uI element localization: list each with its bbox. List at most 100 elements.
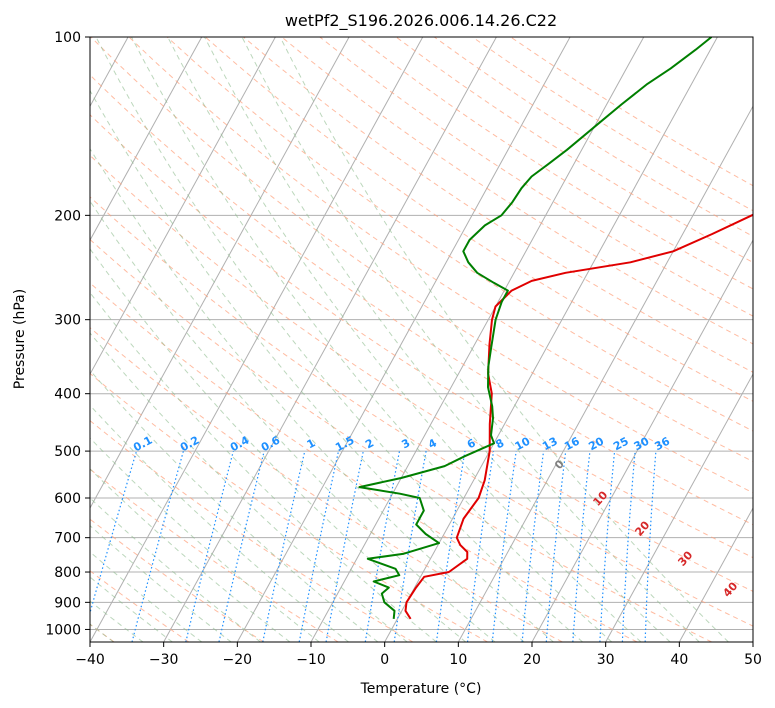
mixing-ratio-line xyxy=(393,450,427,642)
moist-adiabat-line xyxy=(90,468,291,642)
isotherm-line xyxy=(531,239,753,642)
dry-adiabat-line xyxy=(319,37,753,317)
x-tick-label: 20 xyxy=(523,652,541,668)
isotherm-line xyxy=(90,37,276,376)
mixing-ratio-line xyxy=(572,451,591,642)
isotherm-line xyxy=(384,37,718,642)
mixing-ratio-line xyxy=(218,450,265,642)
mixing-ratio-line xyxy=(621,451,636,642)
mixing-ratio-line xyxy=(435,450,466,642)
dry-adiabat-line xyxy=(90,570,190,642)
mixing-ratio-label: 30 xyxy=(632,434,652,453)
y-tick-label: 800 xyxy=(54,565,81,581)
mixing-ratio-label: 36 xyxy=(652,434,672,453)
y-tick-label: 600 xyxy=(54,491,81,507)
x-tick-label: 30 xyxy=(597,652,615,668)
moist-adiabat-lines xyxy=(90,37,729,642)
y-tick-label: 200 xyxy=(54,208,81,224)
temperature-line xyxy=(404,213,753,620)
isotherm-line xyxy=(457,105,753,642)
x-tick-label: 10 xyxy=(449,652,467,668)
moist-adiabat-label: 30 xyxy=(675,548,695,568)
x-axis-ticks: −40 −30 −20 −10 0 10 20 30 40 50 xyxy=(75,642,762,668)
moist-adiabat-line xyxy=(131,37,613,642)
dry-adiabat-line xyxy=(90,238,712,642)
moist-adiabat-label: 40 xyxy=(720,579,740,599)
dry-adiabat-line xyxy=(243,37,753,373)
dry-adiabat-line xyxy=(281,37,753,345)
mixing-ratio-lines xyxy=(90,450,657,642)
y-tick-label: 300 xyxy=(54,313,81,329)
mixing-ratio-line xyxy=(491,451,517,642)
moist-adiabat-line xyxy=(167,37,642,642)
pressure-gridlines xyxy=(90,37,753,630)
dry-adiabat-line xyxy=(90,196,753,627)
moist-adiabat-line xyxy=(90,497,261,642)
mixing-ratio-line xyxy=(262,450,306,642)
profile-series xyxy=(358,37,753,620)
y-tick-label: 500 xyxy=(54,444,81,460)
x-tick-label: 0 xyxy=(380,652,389,668)
mixing-ratio-line xyxy=(90,450,138,615)
dry-adiabat-line xyxy=(434,37,753,237)
moist-adiabat-line xyxy=(90,369,379,642)
moist-adiabat-line xyxy=(90,248,467,642)
mixing-ratio-label: 8 xyxy=(493,436,506,451)
mixing-ratio-line xyxy=(521,451,545,642)
moist-adiabat-label: 20 xyxy=(632,518,652,538)
mixing-ratio-line xyxy=(131,450,184,642)
y-axis-ticks: 100 200 300 400 500 600 700 800 900 1000 xyxy=(45,30,90,638)
isotherm-line xyxy=(163,37,497,642)
y-axis-label: Pressure (hPa) xyxy=(12,289,28,389)
isotherm-line xyxy=(90,37,350,510)
dry-adiabat-line xyxy=(90,468,339,642)
isotherm-lines xyxy=(90,37,753,642)
x-axis-label: Temperature (°C) xyxy=(360,681,482,697)
moist-adiabat-line xyxy=(90,524,232,642)
dry-adiabat-line xyxy=(90,372,488,642)
isotherm-line xyxy=(90,37,424,642)
moist-adiabat-line xyxy=(90,551,203,642)
isotherm-line xyxy=(678,507,753,642)
x-tick-label: −10 xyxy=(296,652,326,668)
y-tick-label: 700 xyxy=(54,531,81,547)
plot-frame xyxy=(89,36,754,643)
moist-adiabat-line xyxy=(204,37,671,642)
moist-adiabat-line xyxy=(90,332,408,642)
y-tick-label: 1000 xyxy=(45,622,81,638)
moist-adiabat-line xyxy=(90,147,525,642)
mixing-ratio-label: 20 xyxy=(586,434,606,453)
dry-adiabat-line xyxy=(166,37,753,432)
moist-adiabat-line xyxy=(90,437,320,642)
moist-adiabat-line xyxy=(90,89,554,642)
moist-adiabat-line xyxy=(90,404,349,642)
y-tick-label: 400 xyxy=(54,387,81,403)
dewpoint-line xyxy=(358,37,713,619)
moist-adiabat-line xyxy=(241,37,700,642)
moist-adiabat-line xyxy=(90,291,437,642)
moist-adiabat-line xyxy=(279,37,729,642)
dry-adiabat-line xyxy=(510,37,753,187)
isotherm-line xyxy=(605,373,753,642)
chart-title: wetPf2_S196.2026.006.14.26.C22 xyxy=(285,11,557,31)
mixing-ratio-line xyxy=(298,450,340,642)
dry-adiabat-line xyxy=(90,420,414,642)
y-tick-label: 100 xyxy=(54,30,81,46)
mixing-ratio-line xyxy=(466,451,495,642)
y-tick-label: 900 xyxy=(54,595,81,611)
dry-adiabat-line xyxy=(90,282,638,642)
dry-adiabat-line xyxy=(90,114,753,559)
dry-adiabat-line xyxy=(357,37,753,290)
mixing-ratio-label: 16 xyxy=(562,434,582,453)
dry-adiabat-line xyxy=(90,154,753,592)
dry-adiabat-lines xyxy=(90,37,753,642)
mixing-ratio-line xyxy=(185,450,234,642)
x-tick-label: −20 xyxy=(223,652,253,668)
isotherm-line xyxy=(236,37,571,642)
mixing-ratio-line xyxy=(325,450,364,642)
isotherm-line xyxy=(90,37,203,242)
x-tick-label: 50 xyxy=(744,652,762,668)
moist-adiabat-line xyxy=(95,37,583,642)
x-tick-label: −30 xyxy=(149,652,179,668)
